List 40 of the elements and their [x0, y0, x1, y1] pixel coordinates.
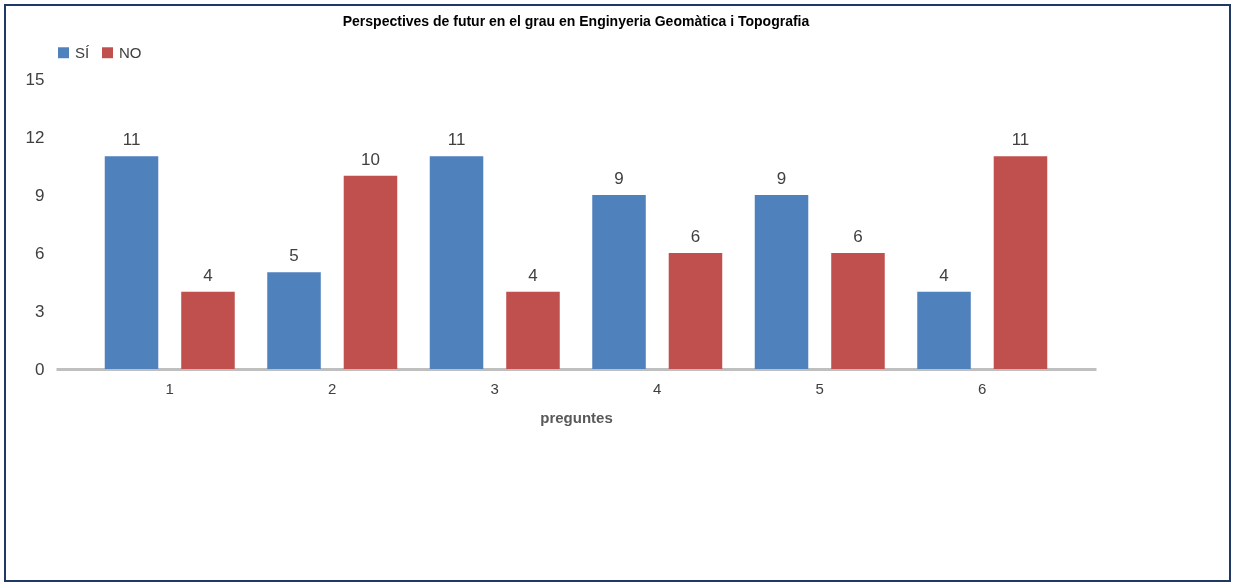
legend-label: SÍ: [75, 43, 90, 61]
x-tick-label: 3: [490, 379, 499, 397]
bar: [917, 291, 971, 369]
data-label: 6: [690, 227, 701, 246]
y-tick-label: 15: [25, 69, 45, 89]
bar: [592, 195, 646, 369]
x-tick-label: 5: [815, 379, 824, 397]
y-tick-label: 0: [35, 359, 45, 379]
data-label: 11: [1011, 130, 1030, 150]
data-label: 9: [614, 169, 624, 188]
y-tick-label: 3: [35, 301, 45, 321]
data-label: 4: [203, 265, 213, 285]
bar: [831, 253, 885, 369]
data-label: 10: [361, 149, 380, 169]
bar: [343, 175, 398, 369]
bar: [267, 272, 321, 369]
bar: [993, 156, 1048, 369]
data-label: 4: [528, 265, 538, 285]
y-tick-label: 6: [35, 243, 45, 263]
x-axis-title: preguntes: [540, 408, 613, 426]
y-tick-label: 12: [25, 127, 45, 147]
legend-label: NO: [119, 43, 142, 61]
x-tick-label: 2: [328, 379, 337, 397]
bar: [429, 156, 484, 369]
x-tick-label: 4: [653, 379, 662, 397]
x-tick-label: 6: [978, 379, 987, 397]
data-label: 11: [122, 130, 141, 150]
bar: [668, 253, 723, 369]
bar: [104, 156, 159, 369]
data-label: 9: [776, 169, 787, 188]
y-tick-label: 9: [35, 185, 45, 205]
bar: [506, 291, 560, 369]
data-label: 4: [939, 265, 949, 285]
data-label: 6: [853, 227, 863, 246]
x-tick-label: 1: [165, 379, 174, 397]
chart-title: Perspectives de futur en el grau en Enginyeria Geomàtica i Topografia: [342, 13, 810, 29]
data-label: 5: [289, 246, 299, 266]
bar: [181, 291, 235, 369]
bar: [754, 195, 809, 369]
data-label: 11: [447, 130, 466, 150]
